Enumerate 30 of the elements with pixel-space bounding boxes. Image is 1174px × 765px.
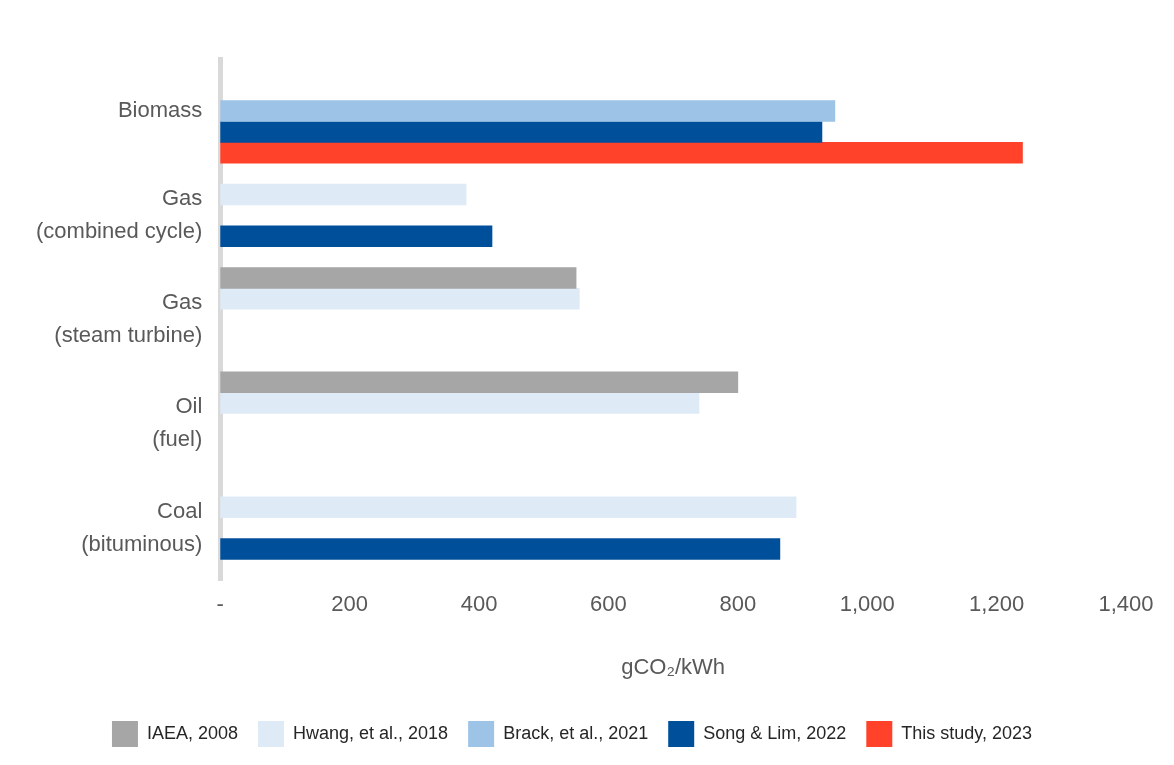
x-tick-label: 1,400 xyxy=(1098,591,1154,617)
legend-label: Hwang, et al., 2018 xyxy=(293,722,449,743)
y-tick-label: Coal (bituminous) xyxy=(81,497,203,556)
legend-label: This study, 2023 xyxy=(901,722,1033,743)
bar xyxy=(220,267,577,289)
y-tick-label: Biomass xyxy=(117,97,203,123)
x-tick-label: - xyxy=(216,591,224,617)
bar xyxy=(220,392,700,414)
bar xyxy=(220,288,580,310)
y-tick-label: Oil (fuel) xyxy=(152,393,203,452)
y-tick-label: Gas (steam turbine) xyxy=(54,289,203,348)
legend-label: Brack, et al., 2021 xyxy=(503,722,649,743)
bar xyxy=(220,100,836,122)
bar xyxy=(220,371,739,393)
x-tick-label: 400 xyxy=(460,591,498,617)
bar xyxy=(220,121,823,143)
legend-label: Song & Lim, 2022 xyxy=(703,722,847,743)
bar xyxy=(220,496,797,518)
bar xyxy=(220,538,781,560)
x-axis-title: gCO₂/kWh xyxy=(621,653,726,679)
bar xyxy=(220,142,1023,164)
x-tick-label: 800 xyxy=(719,591,757,617)
legend-label: IAEA, 2008 xyxy=(146,722,239,743)
x-tick-label: 600 xyxy=(590,591,627,617)
x-tick-label: 1,200 xyxy=(969,591,1025,617)
bar xyxy=(220,183,467,206)
bar xyxy=(220,225,493,247)
x-tick-label: 1,000 xyxy=(839,591,895,617)
x-tick-label: 200 xyxy=(331,591,369,617)
y-tick-label: Gas (combined cycle) xyxy=(36,184,203,243)
